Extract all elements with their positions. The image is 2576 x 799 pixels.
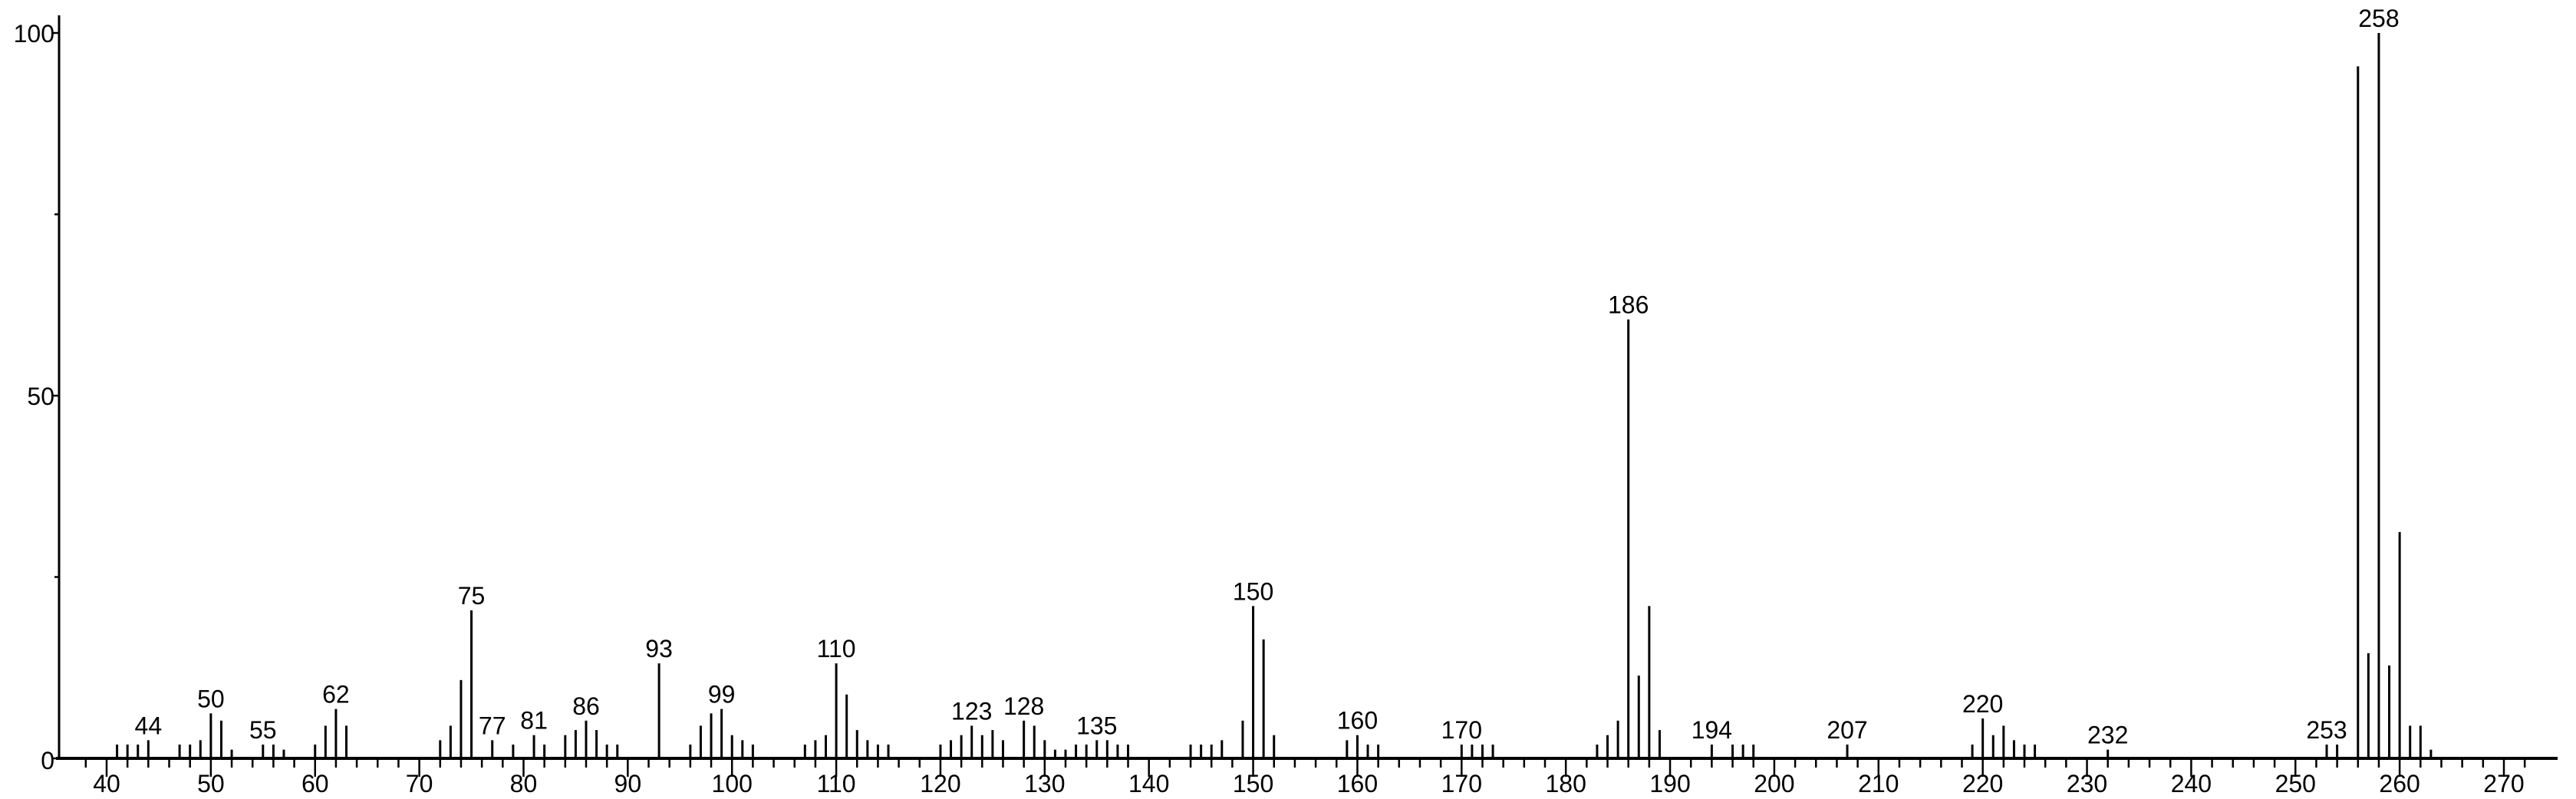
peak-label-207: 207 — [1827, 716, 1867, 744]
x-tick-label: 210 — [1858, 770, 1899, 797]
peak-label-232: 232 — [2087, 722, 2128, 749]
x-tick-label: 70 — [406, 770, 433, 797]
peak-label-220: 220 — [1962, 690, 2003, 718]
x-tick-label: 160 — [1337, 770, 1378, 797]
x-tick-label: 180 — [1545, 770, 1586, 797]
x-tick-label: 110 — [817, 770, 856, 797]
x-tick-label: 140 — [1128, 770, 1169, 797]
peak-label-258: 258 — [2358, 5, 2399, 32]
peak-label-186: 186 — [1608, 291, 1649, 319]
peak-labels: 44 50 55 62 75 77 81 86 93 99 110 123 128 135 150 160 17… — [135, 5, 2400, 749]
peak-label-160: 160 — [1337, 707, 1378, 735]
x-tick-label: 130 — [1024, 770, 1065, 797]
y-tick-label: 100 — [14, 20, 54, 48]
peak-label-86: 86 — [572, 692, 600, 720]
x-tick-label: 80 — [510, 770, 538, 797]
peak-label-55: 55 — [249, 716, 277, 744]
x-tick-label: 50 — [197, 770, 225, 797]
peak-label-75: 75 — [458, 582, 486, 610]
x-tick-label: 150 — [1233, 770, 1273, 797]
x-tick-label: 230 — [2067, 770, 2107, 797]
x-tick-label: 250 — [2275, 770, 2316, 797]
x-tick-label: 190 — [1649, 770, 1690, 797]
x-tick-label: 120 — [920, 770, 960, 797]
x-tick-label: 260 — [2379, 770, 2420, 797]
peak-label-50: 50 — [197, 685, 225, 712]
peak-label-81: 81 — [520, 707, 548, 735]
x-tick-label: 60 — [301, 770, 329, 797]
peak-label-194: 194 — [1692, 716, 1732, 744]
peak-label-77: 77 — [479, 712, 506, 739]
x-tick-label: 40 — [93, 770, 120, 797]
peak-label-93: 93 — [645, 635, 673, 663]
peaks — [116, 33, 2433, 758]
x-tick-label: 240 — [2171, 770, 2212, 797]
peak-label-253: 253 — [2306, 716, 2347, 744]
x-tick-label: 220 — [1962, 770, 2003, 797]
peak-label-123: 123 — [951, 697, 992, 725]
x-tick-label: 90 — [614, 770, 642, 797]
peak-label-135: 135 — [1076, 712, 1117, 739]
axes: 40 50 60 70 80 90 100 110 120 130 140 150 160 170 180 1… — [14, 15, 2558, 797]
x-tick-label: 270 — [2483, 770, 2524, 797]
peak-label-62: 62 — [322, 681, 350, 709]
x-tick-label: 200 — [1754, 770, 1794, 797]
peak-label-44: 44 — [135, 712, 163, 739]
x-tick-label: 170 — [1441, 770, 1482, 797]
y-tick-label: 0 — [41, 747, 54, 774]
y-tick-label: 50 — [27, 383, 54, 410]
peak-label-150: 150 — [1233, 577, 1273, 605]
peak-label-128: 128 — [1003, 692, 1044, 720]
peak-label-110: 110 — [817, 635, 856, 663]
peak-label-99: 99 — [708, 681, 736, 709]
x-tick-label: 100 — [712, 770, 753, 797]
peak-label-170: 170 — [1441, 716, 1482, 744]
